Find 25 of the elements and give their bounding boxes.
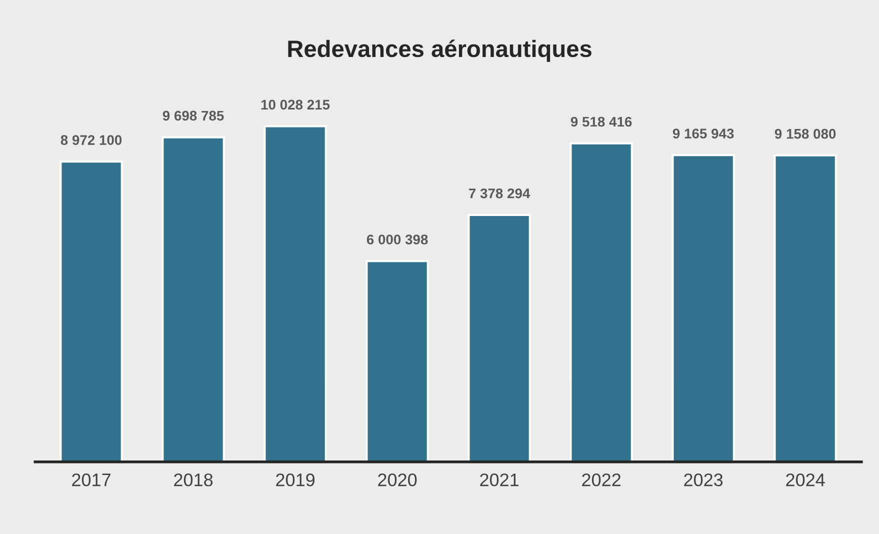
x-tick-label: 2023 (684, 474, 723, 486)
bar (570, 142, 633, 462)
chart-title: Redevances aéronautiques (288, 40, 592, 62)
x-tick-label: 2018 (174, 474, 213, 486)
x-tick-label: 2020 (378, 474, 417, 486)
x-tick-label: 2022 (582, 474, 620, 486)
bar (468, 214, 531, 462)
bar (264, 125, 327, 462)
x-tick-label: 2017 (72, 474, 110, 486)
bar (60, 160, 123, 462)
x-tick-label: 2021 (480, 474, 518, 486)
bar (162, 136, 225, 462)
data-label: 9 165 943 (672, 128, 734, 138)
bar (774, 154, 837, 462)
x-tick-label: 2019 (276, 474, 315, 486)
x-tick-label: 2024 (786, 474, 825, 486)
bar (366, 260, 429, 462)
data-label: 9 518 416 (570, 116, 632, 127)
data-label: 6 000 398 (366, 234, 428, 244)
data-label: 9 158 080 (774, 128, 836, 139)
data-label: 8 972 100 (60, 135, 122, 145)
data-label: 9 698 785 (162, 110, 224, 121)
data-label: 10 028 215 (261, 100, 330, 110)
data-label: 7 378 294 (469, 188, 530, 198)
bar (672, 154, 735, 462)
